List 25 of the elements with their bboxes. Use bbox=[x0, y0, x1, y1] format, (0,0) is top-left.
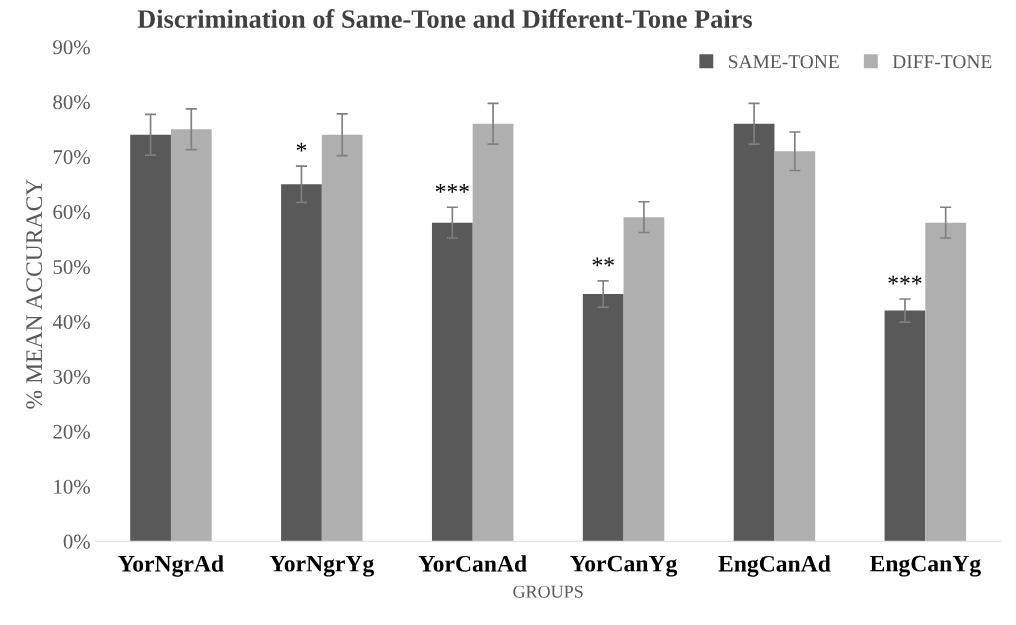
y-tick-label: 30% bbox=[53, 369, 90, 384]
y-tick-label: 10% bbox=[54, 479, 90, 494]
annotation: *** bbox=[435, 184, 469, 193]
y-tick-label: 20% bbox=[53, 424, 90, 439]
annotation: *** bbox=[888, 275, 922, 285]
x-tick-label: EngCanYg bbox=[869, 555, 981, 577]
y-tick-label: 80% bbox=[53, 95, 90, 110]
x-tick-label: EngCanAd bbox=[718, 555, 831, 577]
annotation: ** bbox=[592, 257, 614, 267]
y-tick-label: 50% bbox=[53, 259, 90, 275]
y-tick-label: 0% bbox=[63, 534, 90, 549]
y-tick-label: 40% bbox=[52, 314, 90, 330]
legend-label: SAME-TONE bbox=[729, 55, 839, 69]
legend-label: DIFF-TONE bbox=[892, 55, 992, 69]
y-tick-label: 70% bbox=[53, 150, 90, 165]
x-tick-label: YorNgrAd bbox=[118, 555, 224, 577]
y-tick-label: 60% bbox=[53, 205, 90, 220]
x-tick-label: YorCanYg bbox=[570, 555, 678, 577]
annotation: * bbox=[296, 142, 307, 152]
chart-title: Discrimination of Same-Tone and Different-Tone Pairs bbox=[137, 9, 753, 28]
x-tick-label: YorNgrYg bbox=[269, 555, 375, 577]
y-axis-title: % MEAN ACCURACY bbox=[26, 179, 43, 409]
y-tick-label: 90% bbox=[53, 40, 90, 55]
x-tick-label: YorCanAd bbox=[418, 555, 527, 572]
x-axis-title: GROUPS bbox=[513, 585, 583, 598]
